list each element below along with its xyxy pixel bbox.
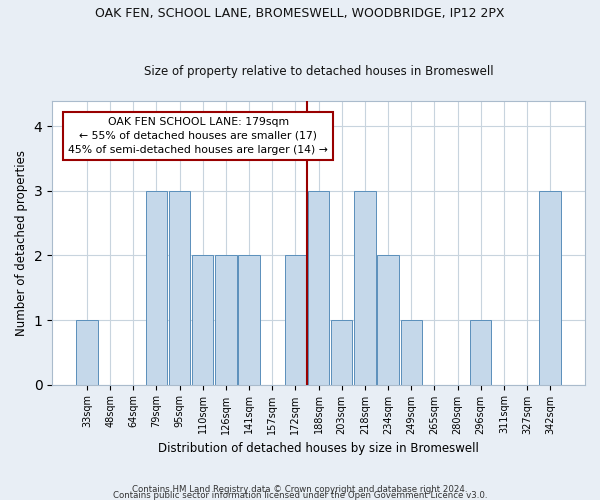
Bar bbox=[285, 256, 306, 384]
X-axis label: Distribution of detached houses by size in Bromeswell: Distribution of detached houses by size … bbox=[158, 442, 479, 455]
Bar bbox=[354, 191, 376, 384]
Text: OAK FEN, SCHOOL LANE, BROMESWELL, WOODBRIDGE, IP12 2PX: OAK FEN, SCHOOL LANE, BROMESWELL, WOODBR… bbox=[95, 8, 505, 20]
Text: Contains HM Land Registry data © Crown copyright and database right 2024.: Contains HM Land Registry data © Crown c… bbox=[132, 484, 468, 494]
Bar bbox=[192, 256, 214, 384]
Y-axis label: Number of detached properties: Number of detached properties bbox=[15, 150, 28, 336]
Bar bbox=[146, 191, 167, 384]
Title: Size of property relative to detached houses in Bromeswell: Size of property relative to detached ho… bbox=[144, 66, 493, 78]
Bar bbox=[238, 256, 260, 384]
Text: OAK FEN SCHOOL LANE: 179sqm
← 55% of detached houses are smaller (17)
45% of sem: OAK FEN SCHOOL LANE: 179sqm ← 55% of det… bbox=[68, 116, 328, 154]
Bar bbox=[169, 191, 190, 384]
Bar bbox=[377, 256, 398, 384]
Bar bbox=[331, 320, 352, 384]
Bar bbox=[401, 320, 422, 384]
Bar bbox=[539, 191, 561, 384]
Bar bbox=[470, 320, 491, 384]
Bar bbox=[76, 320, 98, 384]
Bar bbox=[215, 256, 236, 384]
Text: Contains public sector information licensed under the Open Government Licence v3: Contains public sector information licen… bbox=[113, 490, 487, 500]
Bar bbox=[308, 191, 329, 384]
